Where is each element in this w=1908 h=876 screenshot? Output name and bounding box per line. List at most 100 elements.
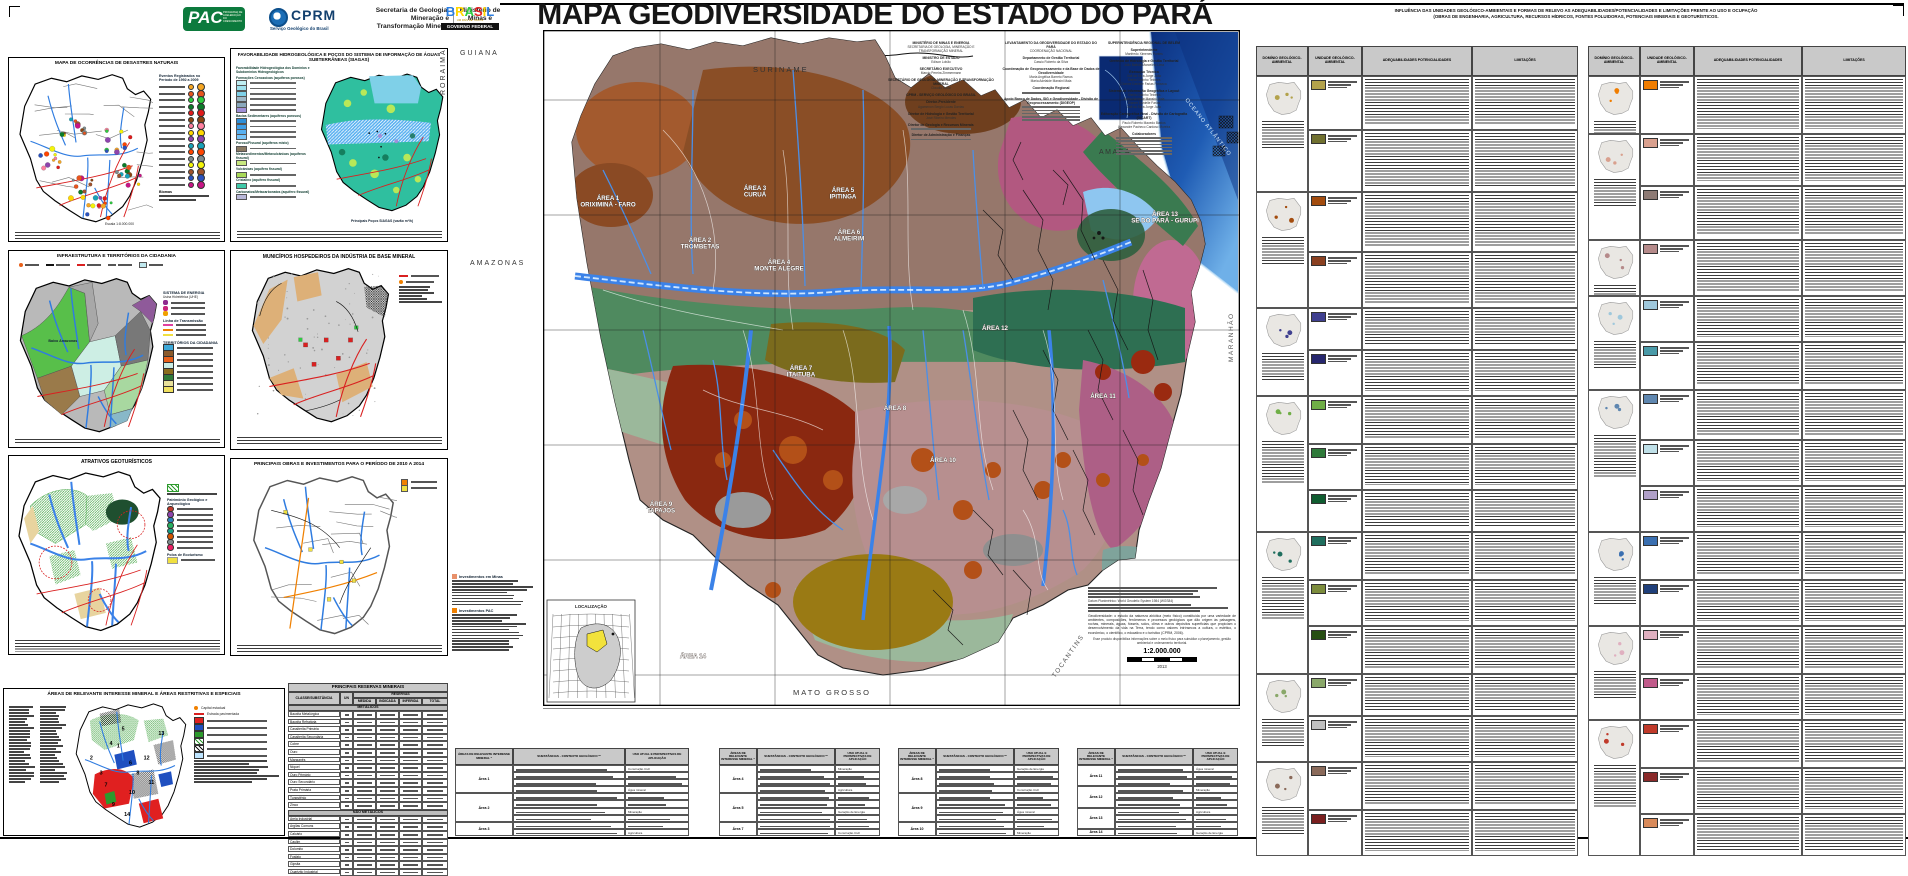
brasil-logo-word: BRASIL [441,5,499,18]
mini-map-art [1598,538,1634,571]
limitacoes-cell [1802,390,1906,440]
value-bar [380,805,395,807]
legend-item [159,180,221,189]
substancias-cell [757,800,835,808]
table-cell-value [376,823,399,831]
text-line [1660,350,1684,352]
table-cell-unit [340,726,353,734]
table-header-cell: USO ATUAL E PERSPECTIVAS DE APLICAÇÃO [835,748,880,765]
table-header-cell: ÁREAS DE RELEVANTE INTERESSE MINERAL * [1077,748,1115,765]
table-cell-substance: Bauxita Metalúrgica [288,711,340,717]
geodiversidade-quote: Geodiversidade: o estudo da natureza abi… [1088,613,1236,635]
value-bar [426,841,444,844]
svg-text:Baixo Amazonas: Baixo Amazonas [48,339,77,343]
text-line [1660,144,1679,147]
map-box-areas-interesse-mineral: ÁREAS DE RELEVANTE INTERESSE MINERAL E Á… [3,688,285,836]
credits-name: Cassio Roberto da Silva [1033,60,1069,65]
credits-heading: Execução Técnica [1129,70,1159,75]
value-bar [403,841,418,844]
text-line [1660,491,1690,493]
value-bar [344,871,349,874]
limitacoes-cell [1802,240,1906,296]
adequabilidades-cell [1362,396,1472,444]
text-line [452,625,518,628]
text-line [452,620,503,622]
brasil-logo-letter: I [482,4,487,19]
micro-text-block [1805,299,1903,337]
svg-text:ÁREA 14: ÁREA 14 [680,653,706,660]
table-header-cell: UN [340,692,353,705]
value-bar [426,774,444,777]
table-cell-unit [340,861,353,869]
unit-label-bars [1660,190,1691,200]
text-line [40,718,59,720]
text-line [1328,588,1352,590]
svg-text:MATO GROSSO: MATO GROSSO [793,688,871,697]
legend-item: Estrada pavimentada [194,711,282,717]
text-line [1088,596,1201,598]
micro-text-block [1697,393,1799,435]
value-bar [426,751,444,754]
svg-text:MARANHÃO: MARANHÃO [1226,312,1235,362]
uso-cell [1014,800,1059,808]
domain-cell [1588,720,1640,856]
text-line [516,811,606,814]
value-bar [344,729,349,731]
table-header-cell: DOMÍNIO GEOLÓGICO-AMBIENTAL [1588,46,1640,76]
legend-item [194,717,282,724]
text-line [1660,86,1679,89]
text-line [1118,832,1177,835]
cprm-logo-icon [269,8,288,27]
credits-name: SECRETARIA DE GEOLOGIA, MINERAÇÃO E [907,45,975,50]
text-line [1328,679,1358,681]
value-bar [344,751,349,754]
value-bar [344,864,349,866]
table-cell-value [376,830,399,839]
text-line [1660,819,1690,821]
text-line [9,742,31,744]
text-line [399,301,442,303]
credits-heading: Colaboradores [1132,131,1156,136]
text-line [628,797,665,799]
bottom-table-group1: ÁREAS DE RELEVANTE INTERESSE MINERAL * SU… [455,748,689,836]
limitacoes-cell [1802,342,1906,390]
substancias-cell [936,786,1014,794]
legend-item-label [177,364,213,367]
micro-text-block [1805,723,1903,763]
text-line [838,797,869,799]
adequabilidades-cell [1362,762,1472,810]
adequabilidades-cell [1362,444,1472,490]
adequabilidades-cell [1362,308,1472,350]
legend-item-label [159,125,185,128]
unit-swatch [1643,724,1658,734]
text-line [1660,730,1679,733]
value-bar [344,736,349,739]
text-line [1118,790,1184,792]
credits-name: Manfredo Ximenes Pontes [1125,52,1163,57]
legend-dot-icon [188,123,194,130]
unit-cell [1308,490,1362,532]
micro-text-block [1594,435,1636,477]
uso-cell: Agricultura [1193,807,1238,815]
table-header-cell: CLASSE/SUBSTÂNCIA [288,692,340,705]
legend-dot-icon [188,168,194,175]
value-bar [403,805,418,807]
credits-heading: LEVANTAMENTO DA GEODIVERSIDADE DO ESTADO… [1005,41,1097,50]
text-line [1328,316,1352,318]
box-title: FAVORABILIDADE HIDROGEOLÓGICA E POÇOS DO… [237,52,441,62]
right-table-title: INFLUÊNCIA DAS UNIDADES GEOLÓGICO-AMBIEN… [1248,8,1904,20]
substancias-cell [757,779,835,787]
adequabilidades-cell [1694,674,1802,720]
table-cell-value [353,711,376,719]
svg-text:ÁREA 8: ÁREA 8 [884,405,907,412]
unit-cell [1640,76,1694,134]
uso-cell [625,793,689,801]
unit-swatch [1311,630,1326,640]
box-title: INFRAESTRUTURA E TERRITÓRIOS DA CIDADANI… [56,254,177,259]
micro-text-block [1475,399,1575,439]
substancias-cell [513,800,625,808]
value-bar [344,826,349,828]
legend-item-label [159,118,185,121]
table-cell-value [376,846,399,854]
uso-cell [625,814,689,822]
